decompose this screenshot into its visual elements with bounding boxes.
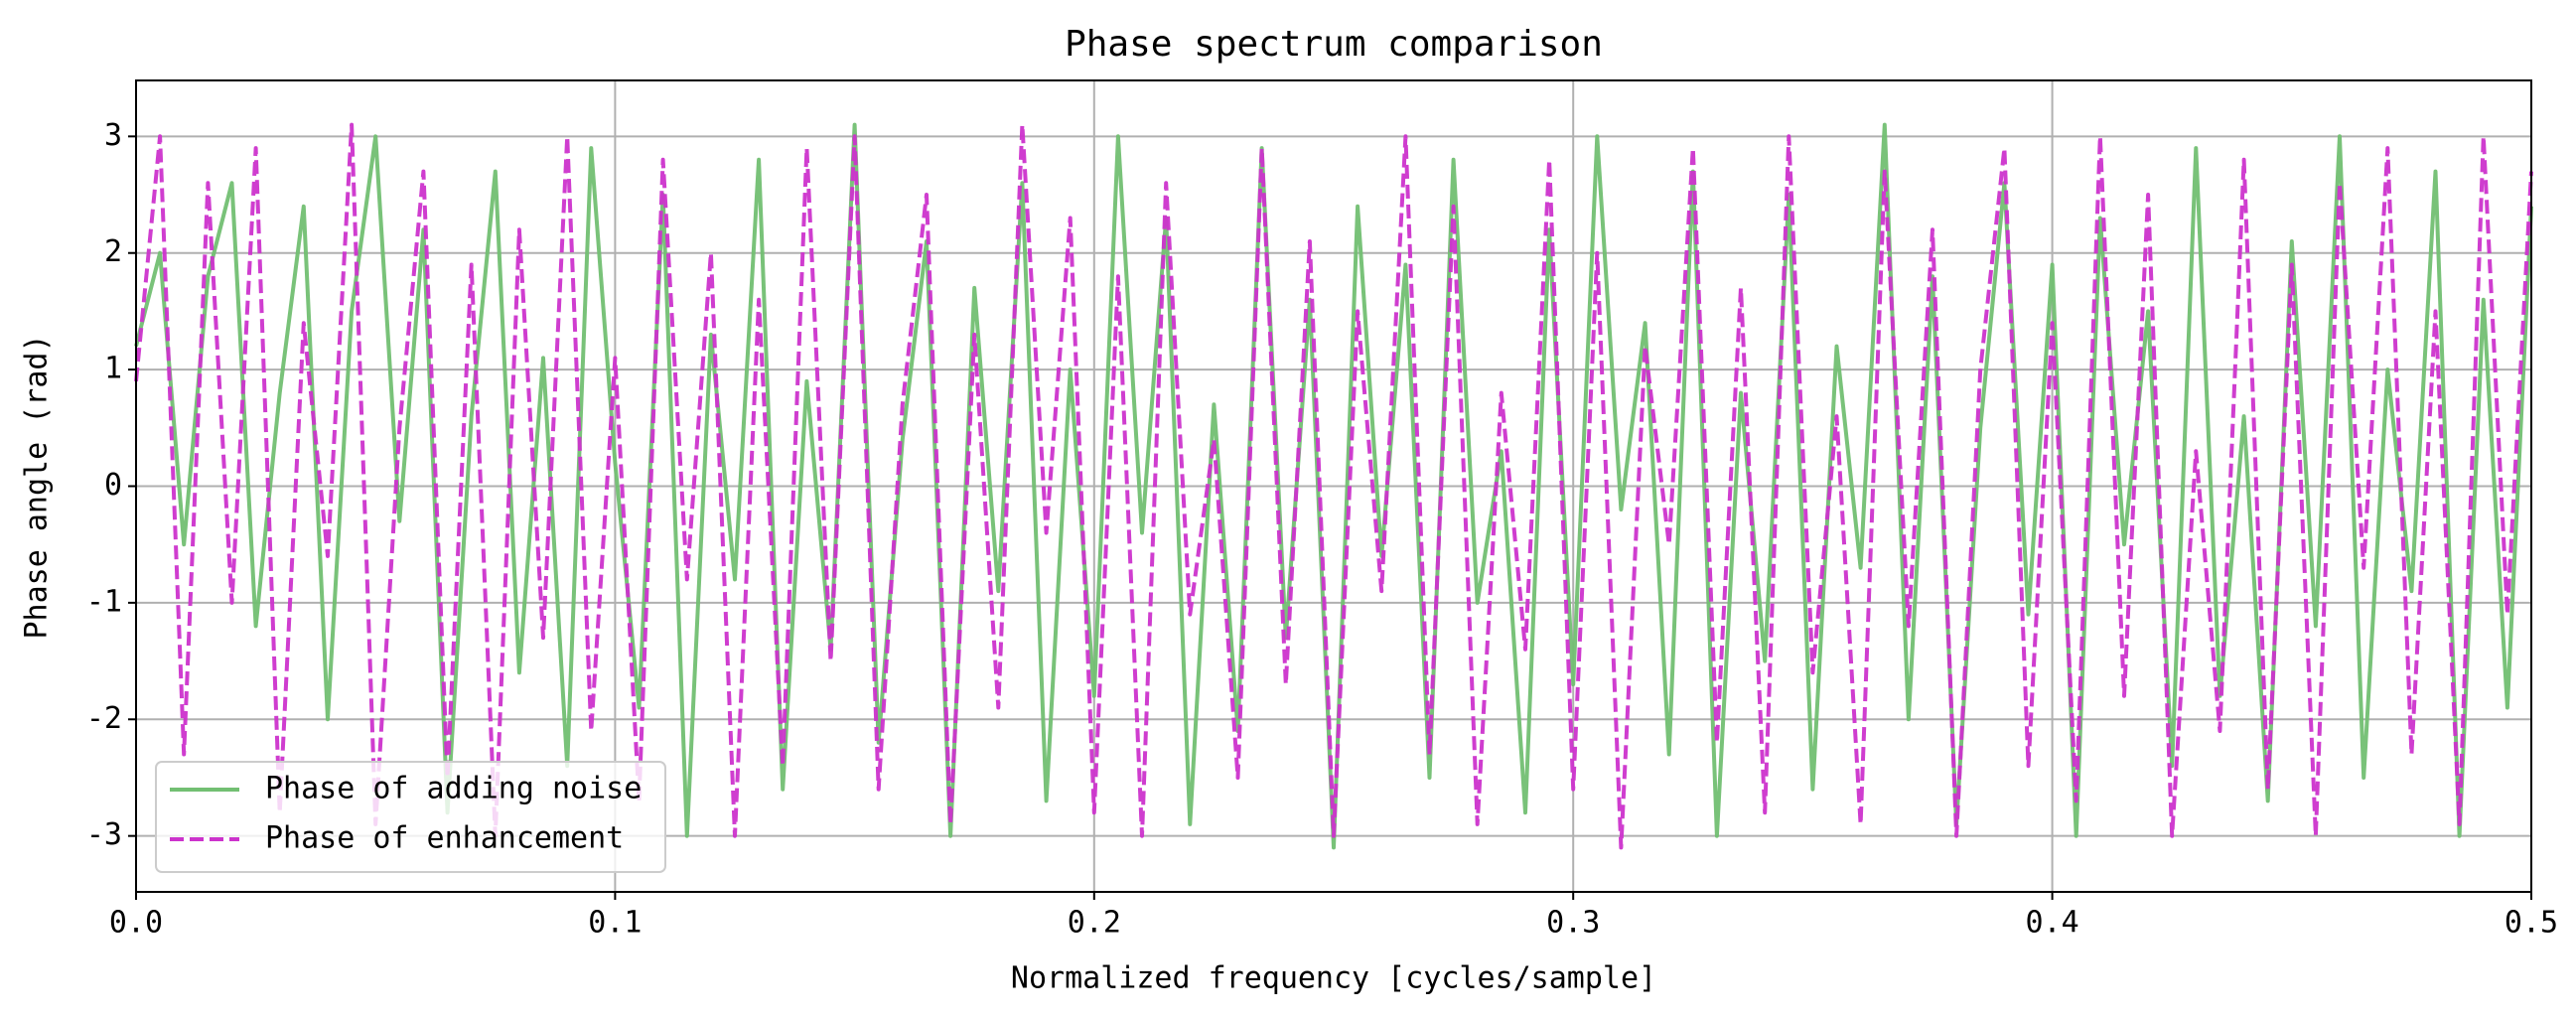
y-tick-label: -1 [86, 584, 122, 619]
chart-title: Phase spectrum comparison [1065, 24, 1603, 65]
x-tick-label: 0.0 [109, 906, 163, 941]
y-tick-label: 2 [104, 234, 122, 269]
y-tick-label: -2 [86, 701, 122, 736]
x-tick-label: 0.5 [2504, 906, 2558, 941]
series-line [134, 122, 2533, 850]
x-tick-label: 0.1 [588, 906, 642, 941]
y-tick-label: 3 [104, 118, 122, 153]
y-tick-label: -3 [86, 817, 122, 852]
plot-frame [135, 79, 2532, 893]
legend-label: Phase of enhancement [265, 821, 624, 856]
y-axis-label: Phase angle (rad) [20, 334, 55, 639]
legend-box [155, 761, 666, 873]
x-tick-label: 0.3 [1546, 906, 1600, 941]
x-tick-label: 0.4 [2026, 906, 2079, 941]
y-tick-label: 1 [104, 352, 122, 386]
x-tick-label: 0.2 [1068, 906, 1121, 941]
x-axis-label: Normalized frequency [cycles/sample] [1011, 961, 1656, 996]
y-tick-label: 0 [104, 468, 122, 503]
legend-label: Phase of adding noise [265, 772, 642, 806]
series-line [134, 122, 2533, 850]
